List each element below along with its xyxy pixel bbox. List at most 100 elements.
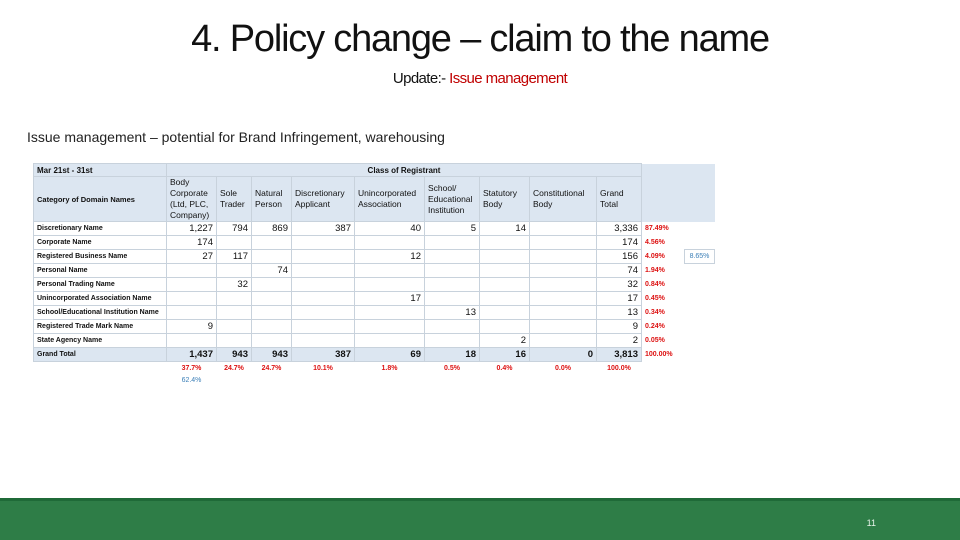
- table-cell: 5: [424, 221, 480, 236]
- row-label: State Agency Name: [33, 333, 167, 348]
- table-cell: [529, 235, 597, 250]
- column-percentage-row: 37.7% 24.7% 24.7% 10.1% 1.8% 0.5% 0.4% 0.0% 100.…: [34, 362, 715, 375]
- table-cell: [166, 291, 217, 306]
- table-cell: 943: [251, 347, 292, 362]
- table-cell: [354, 263, 425, 278]
- table-row: Registered Trade Mark Name 9 9 0.24%: [33, 319, 715, 334]
- table-cell: [424, 235, 480, 250]
- column-percentage: 0.4%: [496, 364, 513, 372]
- table-cell: 2: [596, 333, 642, 348]
- table-cell: [216, 319, 252, 334]
- table-cell: 156: [596, 249, 642, 264]
- row-percentage: 0.24%: [645, 323, 665, 330]
- table-cell: [251, 319, 292, 334]
- combined-percentage: 62.4%: [181, 376, 202, 384]
- class-of-registrant-header: Class of Registrant: [166, 163, 642, 177]
- table-cell: 18: [424, 347, 480, 362]
- table-cell: 13: [424, 305, 480, 320]
- table-cell: [424, 277, 480, 292]
- column-percentage: 0.5%: [444, 364, 460, 372]
- footer-divider: [0, 498, 960, 501]
- table-cell: [479, 291, 530, 306]
- row-percentage: 4.56%: [645, 239, 665, 246]
- row-label: Personal Trading Name: [33, 277, 167, 292]
- table-cell: [354, 235, 425, 250]
- table-cell: 13: [596, 305, 642, 320]
- row-percentage: 4.09%: [645, 253, 665, 260]
- table-cell: 3,813: [596, 347, 642, 362]
- table-cell: 69: [354, 347, 425, 362]
- table-row: Personal Trading Name 32 32 0.84%: [33, 277, 715, 292]
- table-cell: [216, 263, 252, 278]
- table-cell: [529, 305, 597, 320]
- table-cell: [479, 277, 530, 292]
- table-cell: 869: [251, 221, 292, 236]
- row-label: Corporate Name: [33, 235, 167, 250]
- table-cell: [424, 333, 480, 348]
- column-header: School/ Educational Institution: [424, 176, 480, 222]
- row-percentage: 1.94%: [645, 267, 665, 274]
- row-label: Personal Name: [33, 263, 167, 278]
- table-cell: [251, 305, 292, 320]
- table-cell: [354, 319, 425, 334]
- table-cell: [166, 277, 217, 292]
- subtitle-highlight: Issue management: [449, 70, 568, 87]
- table-cell: 943: [216, 347, 252, 362]
- table-cell: [251, 277, 292, 292]
- table-cell: [291, 277, 355, 292]
- table-cell: 74: [251, 263, 292, 278]
- subtitle-prefix: Update:-: [392, 70, 450, 87]
- table-cell: [479, 319, 530, 334]
- table-cell: 174: [166, 235, 217, 250]
- table-cell: [291, 319, 355, 334]
- table-cell: 32: [596, 277, 642, 292]
- table-row: Unincorporated Association Name 17 17 0.45%: [33, 291, 715, 306]
- table-cell: [354, 333, 425, 348]
- table-cell: [479, 305, 530, 320]
- table-cell: [529, 263, 597, 278]
- column-percentage: 37.7%: [181, 364, 202, 372]
- row-label: Grand Total: [33, 347, 167, 362]
- column-header: Discretionary Applicant: [291, 176, 355, 222]
- table-cell: 40: [354, 221, 425, 236]
- table-cell: [291, 333, 355, 348]
- table-cell: [216, 291, 252, 306]
- table-cell: [166, 333, 217, 348]
- table-cell: [424, 319, 480, 334]
- grand-total-row: Grand Total 1,437 943 943 387 69 18 16 0 3,813 100…: [33, 347, 715, 362]
- table-cell: 27: [166, 249, 217, 264]
- row-percentage: 0.45%: [645, 295, 665, 302]
- table-row: School/Educational Institution Name 13 13 0…: [33, 305, 715, 320]
- table-cell: [529, 333, 597, 348]
- table-cell: [291, 305, 355, 320]
- table-cell: [251, 249, 292, 264]
- table-row: Personal Name 74 74 1.94%: [33, 263, 715, 278]
- slide-title: 4. Policy change – claim to the name: [191, 18, 770, 60]
- table-cell: 3,336: [596, 221, 642, 236]
- table-cell: [424, 249, 480, 264]
- column-percentage: 24.7%: [224, 364, 244, 372]
- table-top-row: Mar 21st - 31st Class of Registrant: [33, 163, 715, 177]
- row-label: Discretionary Name: [33, 221, 167, 236]
- column-percentage: 0.0%: [555, 364, 571, 372]
- table-cell: [479, 235, 530, 250]
- column-percentage: 1.8%: [381, 364, 398, 372]
- table-cell: 14: [479, 221, 530, 236]
- table-cell: 9: [166, 319, 217, 334]
- table-cell: 17: [596, 291, 642, 306]
- row-label: Registered Business Name: [33, 249, 167, 264]
- row-percentage: 0.34%: [645, 309, 665, 316]
- column-percentage: 10.1%: [313, 364, 333, 372]
- slide-number: 11: [866, 518, 876, 528]
- table-cell: [291, 235, 355, 250]
- registrant-table: Mar 21st - 31st Class of Registrant Cate…: [33, 163, 715, 386]
- row-percentage: 87.49%: [645, 225, 669, 232]
- table-cell: [166, 263, 217, 278]
- table-cell: [251, 291, 292, 306]
- combined-percentage-row: 62.4%: [34, 374, 715, 386]
- table-cell: 16: [479, 347, 530, 362]
- row-percentage: 0.84%: [645, 281, 665, 288]
- table-cell: 1,437: [166, 347, 217, 362]
- table-cell: [424, 291, 480, 306]
- column-header: Constitutional Body: [529, 176, 597, 222]
